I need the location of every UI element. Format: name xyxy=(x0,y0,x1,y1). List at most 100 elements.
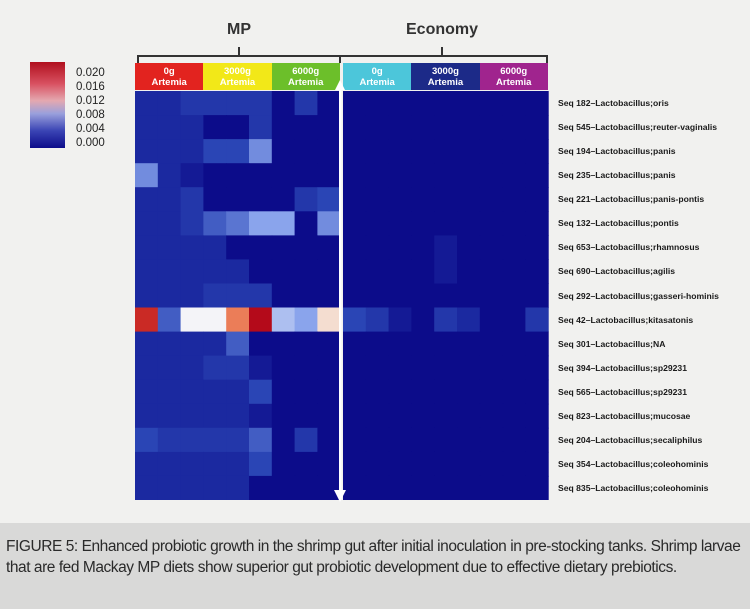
heatmap-cell xyxy=(388,163,412,188)
heatmap-cell xyxy=(365,427,390,453)
condition-amount: 6000g xyxy=(500,65,528,77)
heatmap-cell xyxy=(502,139,526,164)
heatmap-cell xyxy=(457,355,481,381)
heatmap-cell xyxy=(317,451,341,477)
heatmap-cell xyxy=(457,283,481,309)
colorbar xyxy=(30,62,65,148)
heatmap-cell xyxy=(411,259,435,284)
row-label: Seq 194–Lactobacillus;panis xyxy=(558,146,676,157)
heatmap-cell xyxy=(180,91,204,116)
group-bracket xyxy=(137,55,548,57)
heatmap-cell xyxy=(180,163,204,188)
heatmap-cell xyxy=(388,403,412,429)
heatmap-cell xyxy=(479,259,504,284)
heatmap-cell xyxy=(226,331,250,357)
heatmap-cell xyxy=(388,307,412,333)
heatmap-cell xyxy=(135,139,159,164)
heatmap-cell xyxy=(502,235,526,260)
heatmap-cell xyxy=(411,307,435,333)
heatmap-cell xyxy=(249,163,273,188)
heatmap-cell xyxy=(294,427,318,453)
heatmap-cell xyxy=(249,139,273,164)
heatmap-cell xyxy=(502,403,526,429)
colorbar-tick: 0.000 xyxy=(76,137,105,149)
heatmap-cell xyxy=(249,187,273,212)
heatmap-cell xyxy=(317,211,341,236)
heatmap-cell xyxy=(317,307,341,333)
heatmap-cell xyxy=(457,331,481,357)
heatmap-cell xyxy=(525,163,549,188)
heatmap-cell xyxy=(203,379,227,405)
heatmap-cell xyxy=(249,379,273,405)
heatmap-cell xyxy=(365,163,390,188)
heatmap-cell xyxy=(135,259,159,284)
heatmap-cell xyxy=(411,379,435,405)
heatmap-cell xyxy=(434,139,458,164)
heatmap-cell xyxy=(525,475,549,500)
heatmap-cell xyxy=(271,403,296,429)
heatmap-cell xyxy=(249,331,273,357)
heatmap-cell xyxy=(249,451,273,477)
heatmap-cell xyxy=(411,163,435,188)
heatmap-cell xyxy=(479,283,504,309)
heatmap-cell xyxy=(157,211,182,236)
heatmap-cell xyxy=(502,115,526,140)
heatmap-cell xyxy=(157,427,182,453)
heatmap-cell xyxy=(388,235,412,260)
heatmap-cell xyxy=(226,283,250,309)
heatmap-cell xyxy=(434,259,458,284)
heatmap-cell xyxy=(388,115,412,140)
heatmap-cell xyxy=(457,379,481,405)
heatmap-cell xyxy=(271,451,296,477)
heatmap-cell xyxy=(479,307,504,333)
heatmap-cell xyxy=(135,379,159,405)
heatmap-cell xyxy=(226,211,250,236)
heatmap-cell xyxy=(317,259,341,284)
heatmap-cell xyxy=(271,331,296,357)
heatmap-cell xyxy=(411,187,435,212)
heatmap-cell xyxy=(434,427,458,453)
heatmap-cell xyxy=(135,115,159,140)
heatmap-cell xyxy=(226,187,250,212)
heatmap-cell xyxy=(203,475,227,500)
heatmap-cell xyxy=(502,331,526,357)
heatmap-cell xyxy=(294,91,318,116)
colorbar-tick: 0.008 xyxy=(76,109,105,121)
heatmap-cell xyxy=(180,379,204,405)
condition-label: 0g Artemia xyxy=(343,63,412,90)
heatmap-cell xyxy=(294,379,318,405)
heatmap-cell xyxy=(502,451,526,477)
heatmap-cell xyxy=(271,307,296,333)
condition-feed: Artemia xyxy=(496,76,532,88)
heatmap-cell xyxy=(203,91,227,116)
heatmap-cell xyxy=(365,139,390,164)
row-label: Seq 301–Lactobacillus;NA xyxy=(558,338,666,349)
heatmap-cell xyxy=(157,307,182,333)
heatmap-cell xyxy=(343,355,367,381)
heatmap-cell xyxy=(135,475,159,500)
colorbar-tick: 0.012 xyxy=(76,95,105,107)
condition-label: 3000g Artemia xyxy=(411,63,480,90)
heatmap-cell xyxy=(388,427,412,453)
heatmap-cell xyxy=(457,475,481,500)
heatmap-cell xyxy=(294,283,318,309)
heatmap-cell xyxy=(180,211,204,236)
heatmap-cell xyxy=(180,451,204,477)
group-bracket xyxy=(546,55,548,63)
heatmap-cell xyxy=(343,379,367,405)
heatmap-cell xyxy=(525,427,549,453)
condition-label: 0g Artemia xyxy=(135,63,204,90)
heatmap-cell xyxy=(180,475,204,500)
heatmap-cell xyxy=(388,355,412,381)
heatmap-cell xyxy=(343,259,367,284)
figure-caption: FIGURE 5: Enhanced probiotic growth in t… xyxy=(6,537,746,578)
heatmap-cell xyxy=(249,283,273,309)
heatmap-cell xyxy=(294,235,318,260)
caption-background xyxy=(0,523,750,609)
group-title-mp: MP xyxy=(227,21,251,38)
heatmap-cell xyxy=(411,211,435,236)
heatmap-cell xyxy=(365,235,390,260)
heatmap-cell xyxy=(203,211,227,236)
heatmap-cell xyxy=(135,211,159,236)
heatmap-cell xyxy=(434,307,458,333)
